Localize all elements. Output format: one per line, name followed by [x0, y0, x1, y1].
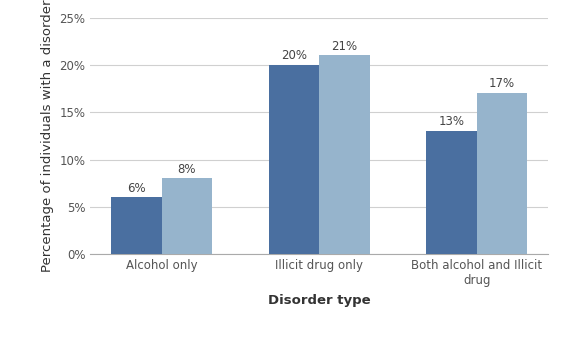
Text: 20%: 20%	[281, 49, 307, 62]
Text: 6%: 6%	[127, 181, 146, 195]
Text: 21%: 21%	[332, 40, 358, 53]
Bar	[427, 131, 477, 254]
Bar	[111, 197, 162, 254]
Bar	[477, 93, 527, 254]
Text: 8%: 8%	[177, 163, 196, 176]
Bar	[319, 55, 370, 254]
Bar	[162, 179, 212, 254]
Y-axis label: Percentage of individuals with a disorder: Percentage of individuals with a disorde…	[41, 0, 54, 272]
Text: 17%: 17%	[489, 78, 515, 90]
Text: 13%: 13%	[438, 115, 464, 128]
Bar	[269, 65, 319, 254]
X-axis label: Disorder type: Disorder type	[268, 294, 371, 307]
